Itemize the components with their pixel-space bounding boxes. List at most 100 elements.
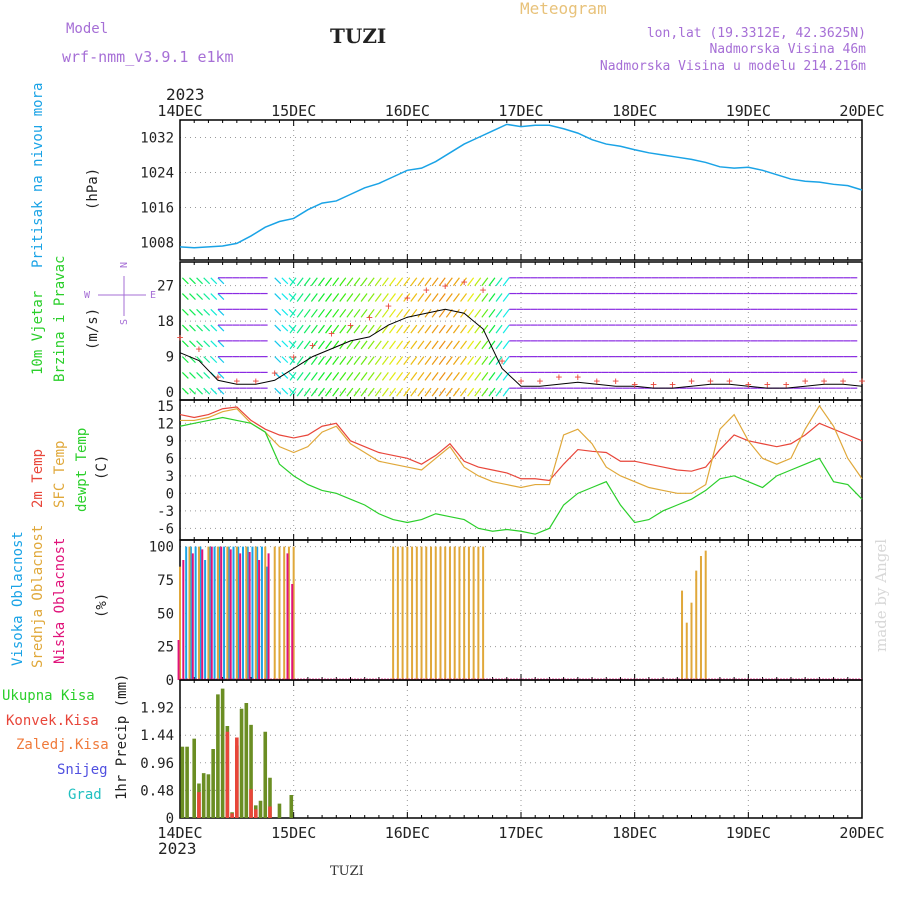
wind-arrow xyxy=(438,324,446,334)
wind-arrow xyxy=(332,387,340,397)
wind-arrow xyxy=(189,387,196,395)
wind-gust-marker: + xyxy=(271,366,278,379)
wind-arrow xyxy=(410,324,418,334)
y-tick-label: 50 xyxy=(157,606,174,622)
wind-arrow xyxy=(424,293,432,302)
wind-arrow xyxy=(438,308,446,318)
wind-arrow xyxy=(389,324,396,334)
wind-gust-marker: + xyxy=(859,374,866,387)
wind-ylabel2: Brzina i Pravac xyxy=(52,256,68,382)
wind-arrow xyxy=(217,387,225,395)
top-time-label: 16DEC xyxy=(385,102,430,120)
wind-arrow xyxy=(374,293,382,302)
wind-arrow xyxy=(367,340,375,350)
legend-conv-rain: Konvek.Kisa xyxy=(6,713,99,729)
top-time-label: 19DEC xyxy=(726,102,771,120)
wind-arrow xyxy=(325,340,333,350)
wind-arrow xyxy=(381,372,389,381)
wind-arrow xyxy=(339,324,347,334)
wind-gust-marker: + xyxy=(215,370,222,383)
wind-arrow xyxy=(467,356,475,365)
wind-arrow xyxy=(488,340,496,350)
temp-ylabel2: SFC Temp xyxy=(52,441,68,508)
wind-gust-marker: + xyxy=(840,374,847,387)
wind-arrow xyxy=(474,277,482,287)
wind-gust-marker: + xyxy=(366,311,373,324)
wind-arrow xyxy=(467,308,475,318)
wind-arrow xyxy=(332,277,340,287)
wind-arrow xyxy=(417,277,425,287)
wind-arrow xyxy=(360,356,368,365)
top-time-label: 15DEC xyxy=(271,102,316,120)
wind-arrow xyxy=(431,277,439,287)
wind-arrow xyxy=(353,387,361,397)
wind-arrow xyxy=(196,356,204,364)
wind-arrow xyxy=(288,356,296,364)
wind-arrow xyxy=(452,324,460,334)
wind-arrow xyxy=(317,340,325,350)
wind-arrow xyxy=(332,293,340,302)
wind-arrow xyxy=(317,372,325,381)
wind-arrow xyxy=(353,372,361,381)
y-tick-label: -6 xyxy=(157,521,174,537)
wind-arrow xyxy=(203,387,211,395)
wind-arrow xyxy=(410,277,418,287)
wind-arrow xyxy=(274,308,282,316)
wind-arrow xyxy=(445,277,453,287)
wind-gust-marker: + xyxy=(290,351,297,364)
wind-arrow xyxy=(403,324,411,334)
wind-arrow xyxy=(396,356,404,365)
wind-arrow xyxy=(360,387,368,397)
wind-arrow xyxy=(332,324,340,334)
wind-arrow xyxy=(460,372,468,381)
wind-arrow xyxy=(217,277,225,285)
wind-arrow xyxy=(417,372,425,381)
wind-arrow xyxy=(389,277,396,287)
wind-arrow xyxy=(474,356,482,365)
wind-arrow xyxy=(438,277,446,287)
wind-arrow xyxy=(281,324,289,332)
y-tick-label: 9 xyxy=(166,350,174,366)
wind-arrow xyxy=(288,387,296,395)
wind-arrow xyxy=(189,356,196,364)
bottom-time-label: 14DEC xyxy=(157,824,202,842)
y-tick-label: 0 xyxy=(166,486,174,502)
wind-arrow xyxy=(181,308,189,316)
wind-arrow xyxy=(353,340,361,350)
elevation-label: Nadmorska Visina 46m xyxy=(709,42,866,57)
y-tick-label: 15 xyxy=(157,399,174,415)
wind-arrow xyxy=(367,277,375,287)
conv-rain-bar xyxy=(225,731,230,818)
wind-arrow xyxy=(488,372,496,381)
compass-w: W xyxy=(84,290,91,301)
wind-arrow xyxy=(396,372,404,381)
wind-arrow xyxy=(360,324,368,334)
wind-arrow xyxy=(203,340,211,348)
wind-gust-marker: + xyxy=(461,276,468,289)
legend-snow: Snijeg xyxy=(57,762,108,778)
wind-arrow xyxy=(289,387,297,397)
total-rain-bar xyxy=(185,746,189,818)
wind-arrow xyxy=(431,356,439,365)
y-tick-label: 18 xyxy=(157,314,174,330)
conv-rain-bar xyxy=(235,737,239,818)
wind-gust-marker: + xyxy=(745,378,752,391)
wind-arrow xyxy=(181,324,189,332)
wind-arrow xyxy=(452,387,460,397)
wind-arrow xyxy=(410,372,418,381)
wind-arrow xyxy=(431,293,439,302)
wind-arrow xyxy=(488,387,496,397)
wind-arrow xyxy=(288,340,296,348)
wind-arrow xyxy=(303,387,311,397)
wind-arrow xyxy=(396,277,404,287)
wind-arrow xyxy=(325,293,333,302)
wind-arrow xyxy=(346,340,354,350)
total-rain-bar xyxy=(249,724,253,818)
wind-arrow xyxy=(325,308,333,318)
wind-arrow xyxy=(495,387,503,397)
wind-arrow xyxy=(381,308,389,318)
wind-gust-marker: + xyxy=(480,284,487,297)
wind-arrow xyxy=(474,308,482,318)
wind-arrow xyxy=(189,340,196,348)
wind-arrow xyxy=(210,356,218,364)
